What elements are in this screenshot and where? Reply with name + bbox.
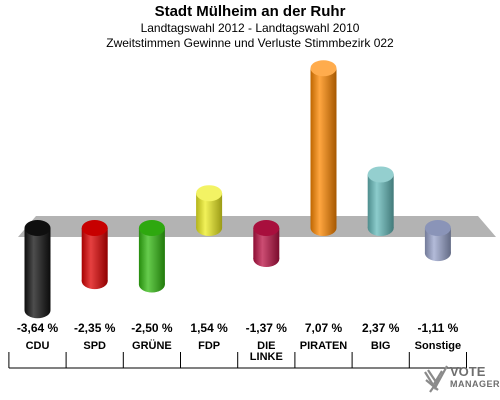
value-label: -1,37 % bbox=[246, 321, 288, 335]
category-label: CDU bbox=[26, 340, 50, 352]
category-label: DIE bbox=[257, 340, 275, 352]
bar-fdp bbox=[196, 185, 223, 236]
chart-header: Stadt Mülheim an der Ruhr Landtagswahl 2… bbox=[0, 0, 500, 51]
value-label: -2,50 % bbox=[131, 321, 173, 335]
labels-layer: -3,64 % CDU -2,35 % SPD -2,50 % GRÜNE 1,54 % FD… bbox=[17, 321, 461, 363]
chart-subtitle: Landtagswahl 2012 - Landtagswahl 2010 bbox=[140, 21, 360, 35]
value-label: 7,07 % bbox=[305, 321, 343, 335]
value-label: -1,11 % bbox=[418, 321, 459, 335]
category-label: PIRATEN bbox=[300, 340, 348, 352]
bar-sonstige bbox=[424, 220, 451, 262]
vote-check-icon bbox=[424, 365, 448, 393]
logo-subtext: MANAGER bbox=[450, 379, 500, 389]
bar-die-linke bbox=[253, 220, 280, 267]
bar-spd bbox=[81, 220, 108, 290]
category-label: BIG bbox=[371, 340, 391, 352]
value-label: -2,35 % bbox=[74, 321, 116, 335]
bar-piraten bbox=[310, 60, 337, 236]
bar-big bbox=[367, 166, 394, 236]
logo-text: VOTE bbox=[450, 364, 486, 379]
category-label: SPD bbox=[83, 340, 106, 352]
value-label: -3,64 % bbox=[17, 321, 59, 335]
chart-title: Stadt Mülheim an der Ruhr bbox=[154, 3, 346, 20]
category-axis bbox=[8, 352, 467, 369]
bar-cdu bbox=[24, 220, 51, 319]
value-label: 2,37 % bbox=[362, 321, 400, 335]
chart-subtitle-2: Zweitstimmen Gewinne und Verluste Stimmb… bbox=[106, 36, 394, 50]
category-label: LINKE bbox=[250, 351, 283, 363]
bar-grüne bbox=[138, 220, 165, 293]
vote-manager-logo: VOTE MANAGER bbox=[422, 362, 500, 398]
category-label: FDP bbox=[198, 340, 220, 352]
category-label: Sonstige bbox=[415, 340, 461, 352]
bars-layer bbox=[24, 60, 451, 319]
value-label: 1,54 % bbox=[190, 321, 228, 335]
category-label: GRÜNE bbox=[132, 339, 172, 352]
